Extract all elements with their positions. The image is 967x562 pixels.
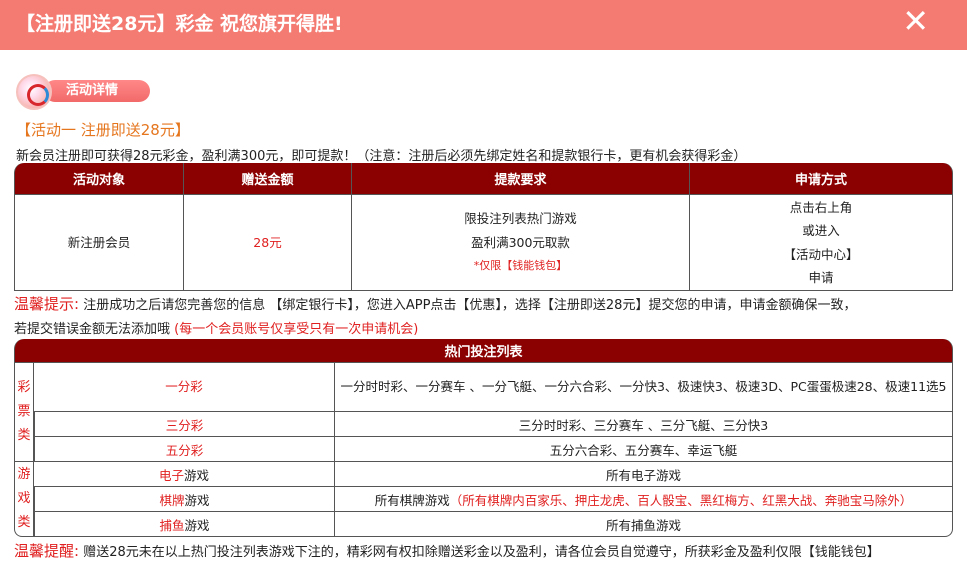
req-line: 盈利满300元取款 [471,234,570,250]
activity-title: 【活动一 注册即送28元】 [16,121,190,139]
dialog-title: 【注册即送28元】彩金 祝您旗开得胜! [16,13,343,35]
badge-label: 活动详情 [44,80,150,102]
table-title: 热门投注列表 [14,339,953,363]
req-note: *仅限【钱能钱包】 [473,259,568,273]
apply-line: 申请 [808,270,834,285]
game-list: 三分时时彩、三分赛车 、三分飞艇、三分快3 [335,412,953,437]
cat-char: 彩 [17,380,31,395]
game-list: 所有捕鱼游戏 [335,512,953,537]
tip-text: 若提交错误金额无法添加哦 [14,322,171,337]
apply-cell: 点击右上角 或进入 【活动中心】 申请 [690,195,953,291]
game-name: 电子游戏 [34,462,335,487]
name-red: 棋牌 [159,492,185,508]
game-list: 一分时时彩、一分赛车 、一分飞艇、一分六合彩、一分快3、极速快3、极速3D、PC… [335,363,953,412]
name-black: 游戏 [184,492,210,508]
col-apply: 申请方式 [690,163,953,195]
tip-notice: 温馨提示: 注册成功之后请您完善您的信息 【绑定银行卡】，您进入APP点击【优惠… [14,293,856,314]
table-row: 彩 票 类 一分彩 一分时时彩、一分赛车 、一分飞艇、一分六合彩、一分快3、极速… [14,363,953,462]
req-line: 限投注列表热门游戏 [464,211,577,227]
cat-char: 类 [17,515,31,530]
amount-cell: 28元 [184,195,352,291]
name-black: 游戏 [184,467,210,483]
game-name: 棋牌游戏 [34,487,335,512]
close-icon[interactable]: ✕ [902,2,929,40]
game-list: 所有电子游戏 [335,462,953,487]
games-note: （所有棋牌内百家乐、押庄龙虎、百人骰宝、黑红梅方、红黑大战、奔驰宝马除外） [449,492,913,508]
activity-details-badge: 活动详情 [16,74,150,110]
name-red: 三分彩 [165,417,204,433]
tip-label: 温馨提醒: [14,542,80,560]
category-lottery: 彩 票 类 [14,363,34,462]
cat-char: 游 [17,467,31,482]
tip-text: 赠送28元未在以上热门投注列表游戏下注的，精彩网有权扣除赠送彩金以及盈利，请各位… [83,545,880,560]
hot-games-table: 热门投注列表 彩 票 类 一分彩 一分时时彩、一分赛车 、一分飞艇、一分六合彩、… [14,339,953,537]
tip-reminder: 温馨提醒: 赠送28元未在以上热门投注列表游戏下注的，精彩网有权扣除赠送彩金以及… [14,540,880,561]
table-row: 游 戏 类 电子游戏 所有电子游戏 [14,462,953,537]
activity-table: 活动对象 赠送金额 提款要求 申请方式 新注册会员 28元 限投注列表热门游戏 … [14,163,953,291]
game-name: 五分彩 [34,437,335,462]
tip-label: 温馨提示: [14,295,80,313]
apply-line: 点击右上角 [789,199,853,215]
name-red: 一分彩 [165,379,203,394]
table-row: 棋牌游戏 所有棋牌游戏（所有棋牌内百家乐、押庄龙虎、百人骰宝、黑红梅方、红黑大战… [14,487,953,512]
category-games: 游 戏 类 [14,462,34,537]
game-list: 所有棋牌游戏（所有棋牌内百家乐、押庄龙虎、百人骰宝、黑红梅方、红黑大战、奔驰宝马… [335,487,953,512]
tip-text: 注册成功之后请您完善您的信息 【绑定银行卡】，您进入APP点击【优惠】，选择【注… [83,298,857,313]
game-name: 一分彩 [34,363,335,412]
col-target: 活动对象 [14,163,184,195]
table-row: 三分彩 三分时时彩、三分赛车 、三分飞艇、三分快3 [14,412,953,437]
cat-char: 票 [17,404,31,419]
name-black: 游戏 [184,517,210,533]
col-amount: 赠送金额 [184,163,352,195]
table-row: 捕鱼游戏 所有捕鱼游戏 [14,512,953,537]
table-row: 五分彩 五分六合彩、五分赛车、幸运飞艇 [14,437,953,462]
col-requirement: 提款要求 [352,163,690,195]
games-text: 所有棋牌游戏 [374,492,450,508]
requirement-cell: 限投注列表热门游戏 盈利满300元取款 *仅限【钱能钱包】 [352,195,690,291]
cat-char: 戏 [17,491,31,506]
logo-icon [16,74,52,110]
apply-line: 【活动中心】 [783,246,859,262]
game-name: 捕鱼游戏 [34,512,335,537]
tip-note: (每一个会员账号仅享受只有一次申请机会) [174,322,419,337]
game-list: 五分六合彩、五分赛车、幸运飞艇 [335,437,953,462]
activity-intro: 新会员注册即可获得28元彩金，盈利满300元，即可提款！（注意：注册后必须先绑定… [16,149,747,164]
name-red: 五分彩 [165,442,204,458]
game-name: 三分彩 [34,412,335,437]
apply-line: 或进入 [802,223,840,238]
tip-notice-2: 若提交错误金额无法添加哦 (每一个会员账号仅享受只有一次申请机会) [14,318,418,337]
top-bar: 【注册即送28元】彩金 祝您旗开得胜! ✕ [0,0,967,50]
target-cell: 新注册会员 [14,195,184,291]
cat-char: 类 [17,428,31,443]
name-red: 捕鱼 [159,517,185,533]
name-red: 电子 [158,467,184,483]
table-row: 新注册会员 28元 限投注列表热门游戏 盈利满300元取款 *仅限【钱能钱包】 … [14,195,953,291]
